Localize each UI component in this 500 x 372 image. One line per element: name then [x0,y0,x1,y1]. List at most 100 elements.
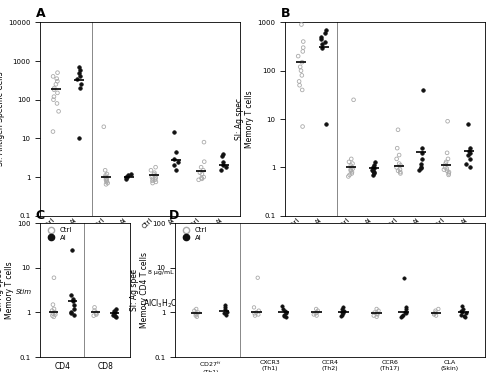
Point [466,156,473,162]
Point [102,181,110,187]
Point [310,311,318,317]
Point [251,312,259,318]
Point [70,302,78,308]
Point [318,41,326,47]
Point [220,311,228,317]
Point [348,156,356,162]
Point [338,310,346,315]
Point [345,159,353,165]
Point [394,168,402,174]
Point [370,163,378,169]
Point [418,164,426,170]
Point [50,87,58,93]
Point [53,100,61,106]
Point [349,166,357,171]
Point [414,167,422,173]
Point [152,179,160,185]
Point [103,178,111,184]
Y-axis label: SI: Ag spec
Memory CD4 T cells: SI: Ag spec Memory CD4 T cells [130,252,149,328]
Point [122,176,130,182]
Point [296,64,304,70]
Point [50,275,58,281]
Point [68,311,76,317]
Point [396,169,404,175]
Point [102,176,110,182]
Text: Tetx: Tetx [67,289,83,298]
Point [299,45,307,51]
Point [50,94,58,100]
Text: AlCl$_3$H$_2$O$_6$: AlCl$_3$H$_2$O$_6$ [144,297,182,310]
Point [344,173,352,179]
Point [400,311,407,317]
Point [299,48,307,54]
Point [102,179,110,185]
Point [280,311,288,317]
Point [124,174,132,180]
Point [49,311,57,317]
Point [76,73,84,79]
Point [314,308,322,314]
Point [54,108,62,114]
Point [395,161,403,167]
Point [68,296,76,302]
Point [219,151,227,157]
Point [321,39,329,45]
Point [432,310,440,315]
Point [392,156,400,162]
Point [459,306,467,312]
Point [462,311,469,317]
Point [48,308,56,314]
Point [172,149,179,155]
Point [68,247,76,253]
Point [50,85,58,91]
Point [346,167,354,173]
Point [460,312,468,318]
Point [198,176,206,182]
Point [458,310,466,315]
Point [174,159,182,165]
Point [372,306,380,312]
Point [222,311,230,317]
Point [282,310,290,315]
Point [300,39,308,45]
Point [348,169,356,175]
Point [458,303,466,309]
Text: Stim: Stim [16,289,32,295]
Point [110,311,118,317]
Text: A: A [36,7,46,20]
Point [396,167,404,173]
Text: D: D [169,209,179,222]
Point [76,67,84,73]
Point [222,310,230,315]
Point [374,311,382,317]
Point [442,159,450,165]
Point [219,163,227,169]
Point [111,310,119,315]
Point [48,312,56,318]
Point [54,78,62,84]
Point [150,170,158,176]
Point [250,311,258,317]
Point [322,27,330,33]
Point [68,298,76,304]
Point [313,310,321,315]
Point [76,85,84,91]
Y-axis label: SI: Ag spec
Memory T cells: SI: Ag spec Memory T cells [0,262,14,319]
Point [466,164,474,170]
Point [192,306,200,312]
Point [127,171,135,177]
Point [401,310,409,315]
Text: Tetx: Tetx [312,289,328,298]
Point [170,129,178,135]
Point [90,308,98,314]
Point [298,87,306,93]
Point [368,172,376,178]
Text: 8 μg/mL: 8 μg/mL [393,270,419,275]
Point [102,177,110,183]
Point [152,173,160,179]
Point [464,121,472,127]
Point [112,314,120,320]
Point [396,163,404,169]
Point [296,82,304,88]
Point [348,164,356,170]
